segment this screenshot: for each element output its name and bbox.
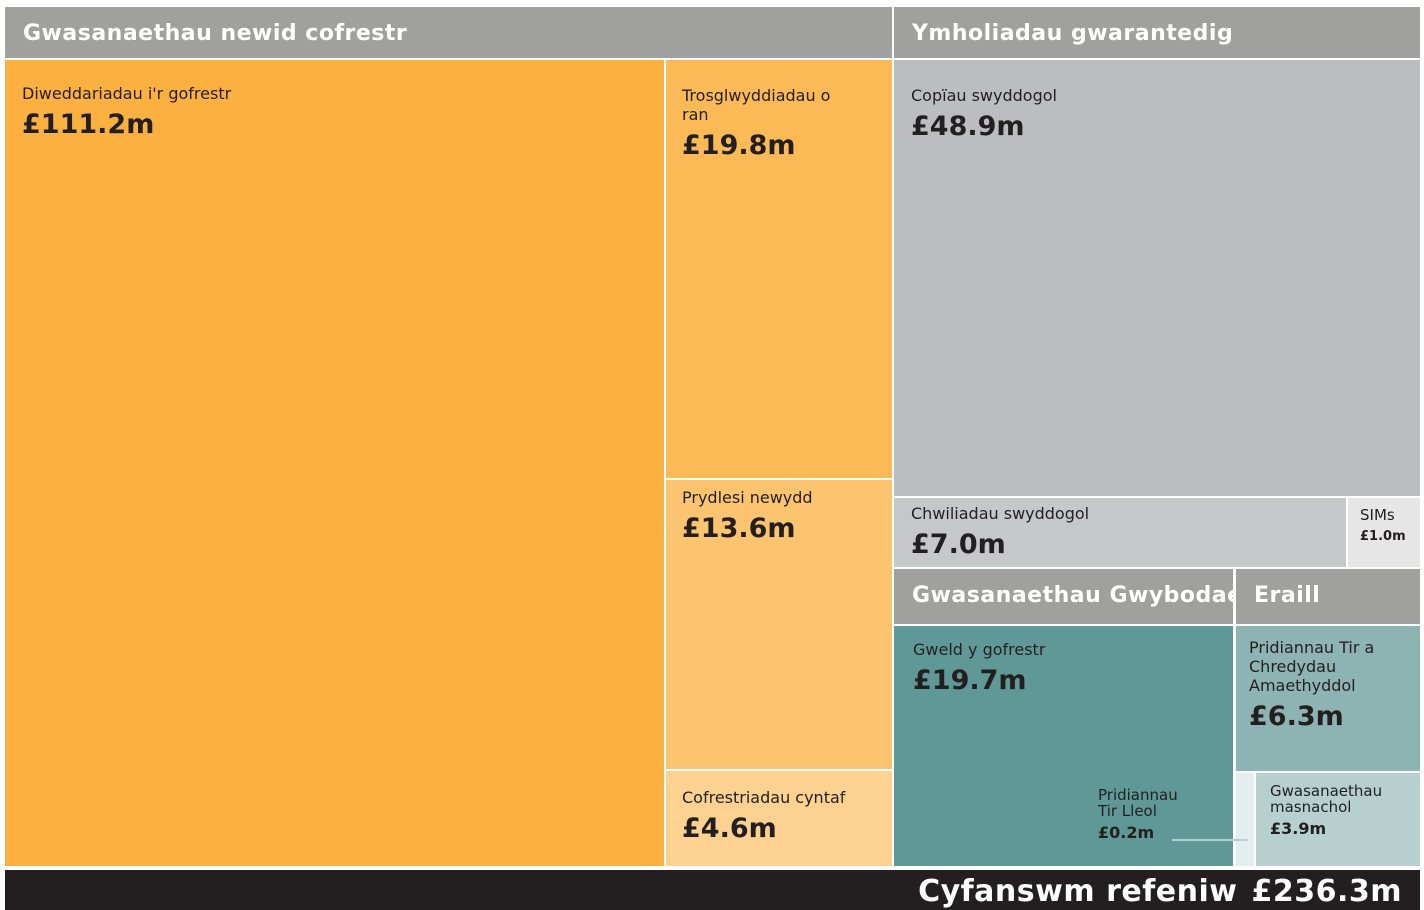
group-header: Gwasanaethau newid cofrestr	[5, 7, 892, 58]
tile-name: Gwasanaethau masnachol	[1270, 782, 1383, 816]
tile	[5, 60, 664, 866]
tile-label: Chwiliadau swyddogol £7.0m	[911, 504, 1311, 560]
tile-name: Chwiliadau swyddogol	[911, 504, 1090, 523]
tile-label: Diweddariadau i'r gofrestr £111.2m	[22, 84, 522, 140]
tile	[1236, 773, 1254, 866]
tile	[666, 60, 892, 478]
tile	[666, 771, 892, 866]
tile-name: Prydlesi newydd	[682, 488, 813, 507]
tile	[1236, 626, 1420, 771]
tile-label: Prydlesi newydd £13.6m	[682, 488, 882, 544]
total-value: £236.3m	[1251, 874, 1402, 909]
tile	[894, 498, 1346, 567]
tile-name: Pridiannau Tir a Chredydau Amaethyddol	[1249, 638, 1375, 695]
tile	[666, 480, 892, 769]
tile-name: Pridiannau Tir Lleol	[1098, 786, 1178, 820]
tile-value: £111.2m	[22, 109, 155, 140]
tile-value: £4.6m	[682, 813, 777, 844]
tile-value: £7.0m	[911, 529, 1006, 560]
tile-label: Cofrestriadau cyntaf £4.6m	[682, 788, 882, 844]
total-name: Cyfanswm refeniw	[918, 874, 1238, 909]
tile-label: Pridiannau Tir a Chredydau Amaethyddol £6…	[1249, 638, 1414, 732]
tile-value: £0.2m	[1098, 823, 1155, 842]
tile-name: SIMs	[1360, 506, 1395, 524]
tile-name: Cofrestriadau cyntaf	[682, 788, 846, 807]
group-header: Gwasanaethau Gwybodaeth	[894, 569, 1233, 624]
tile-value: £13.6m	[682, 513, 796, 544]
tile-name: Copïau swyddogol	[911, 86, 1057, 105]
tile-name: Trosglwyddiadau o ran	[682, 86, 831, 124]
tile-value: £19.7m	[913, 665, 1027, 696]
group-header: Ymholiadau gwarantedig	[894, 7, 1420, 58]
tile-label: SIMs £1.0m	[1360, 506, 1420, 544]
tile-value: £19.8m	[682, 130, 796, 161]
tile	[1256, 773, 1420, 866]
tile-value: £6.3m	[1249, 701, 1344, 732]
tile-label: Copïau swyddogol £48.9m	[911, 86, 1311, 142]
tile-name: Gweld y gofrestr	[913, 640, 1046, 659]
group-header: Eraill	[1236, 569, 1420, 624]
tile-label: Gweld y gofrestr £19.7m	[913, 640, 1213, 696]
tile	[1348, 498, 1420, 567]
tile-label: Gwasanaethau masnachol £3.9m	[1270, 783, 1420, 838]
tile	[894, 626, 1233, 866]
total-bar: Cyfanswm refeniw £236.3m	[5, 870, 1420, 910]
tile	[894, 60, 1420, 496]
tile-value: £3.9m	[1270, 819, 1327, 838]
tile-name: Diweddariadau i'r gofrestr	[22, 84, 232, 103]
leader-line	[1172, 839, 1248, 841]
tile-label: Pridiannau Tir Lleol £0.2m	[1098, 787, 1198, 842]
tile-value: £48.9m	[911, 111, 1025, 142]
tile-value: £1.0m	[1360, 529, 1406, 544]
tile-label: Trosglwyddiadau o ran £19.8m	[682, 86, 852, 161]
